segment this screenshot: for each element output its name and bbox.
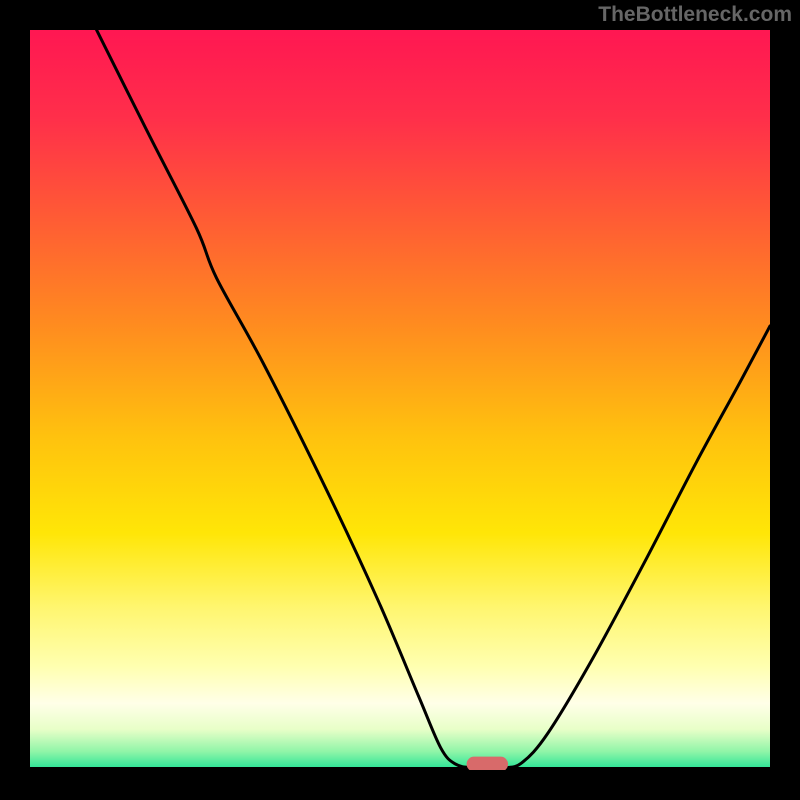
plot-area — [30, 30, 770, 770]
optimal-marker — [467, 757, 508, 770]
attribution-text: TheBottleneck.com — [598, 3, 792, 27]
bottleneck-chart — [30, 30, 770, 770]
chart-container: TheBottleneck.com — [0, 0, 800, 800]
chart-background — [30, 30, 770, 770]
